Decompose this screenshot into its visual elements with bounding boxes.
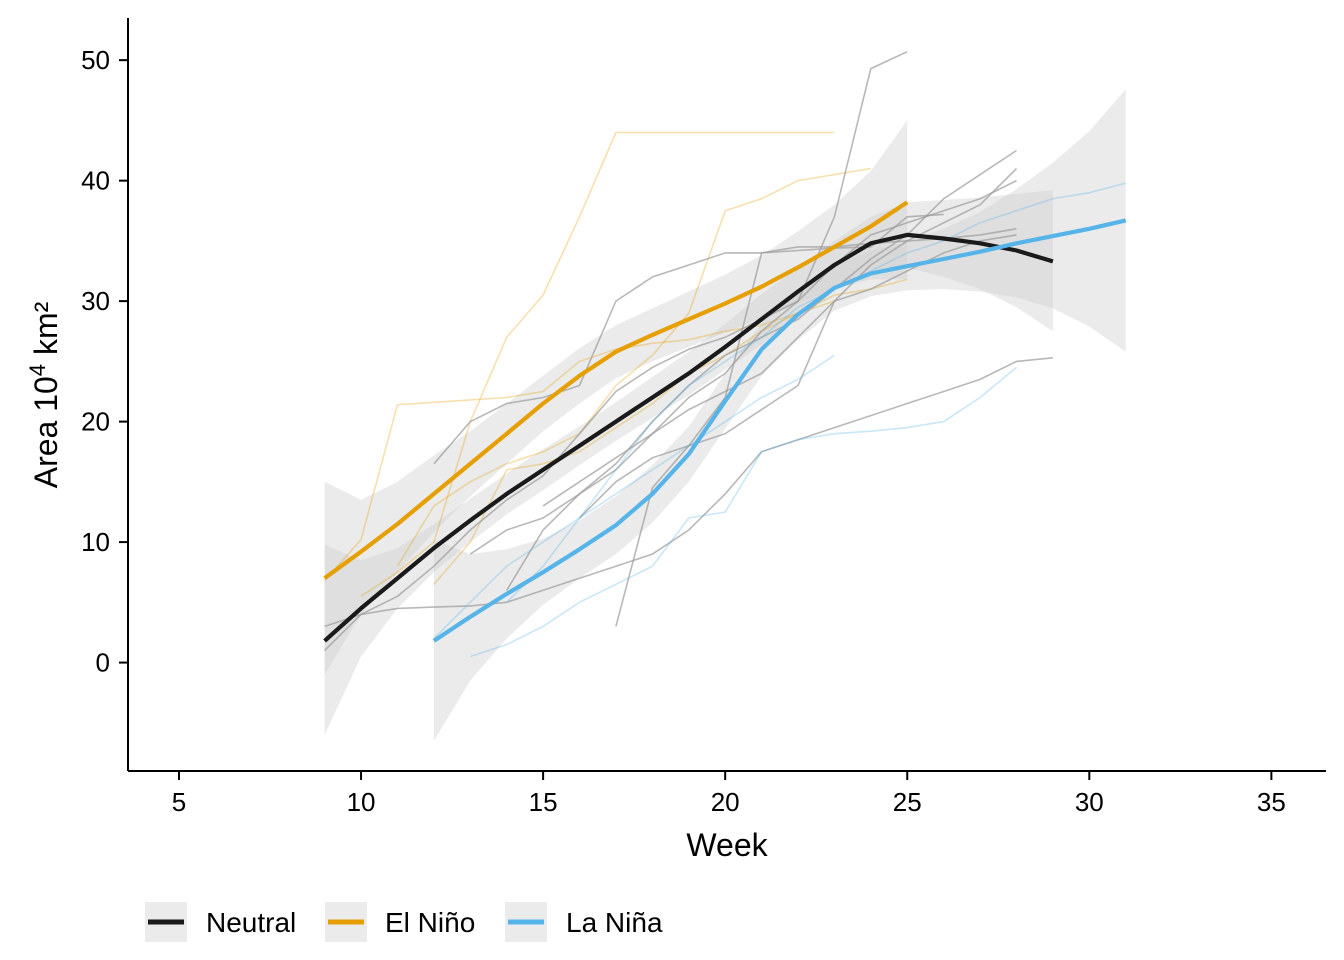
annual-traces <box>324 50 1126 658</box>
y-tick-label-30: 30 <box>81 286 110 316</box>
trace-neutral-8 <box>469 50 908 555</box>
ribbon-el-nino <box>324 120 908 675</box>
y-tick-label-10: 10 <box>81 527 110 557</box>
ribbon-la-nina <box>433 89 1126 741</box>
x-tick-label-10: 10 <box>347 787 376 817</box>
x-tick-label-30: 30 <box>1075 787 1104 817</box>
trace-neutral-7 <box>433 228 1017 465</box>
legend-label-neutral: Neutral <box>206 907 296 938</box>
legend-label-la-nina: La Niña <box>566 907 663 938</box>
y-axis-title-unit: km² <box>28 301 64 364</box>
axes <box>127 18 1326 772</box>
trace-el-nino-3 <box>396 167 871 567</box>
x-tick-label-25: 25 <box>893 787 922 817</box>
series-line-el-nino <box>323 200 909 580</box>
trace-la-nina-14 <box>506 182 1126 603</box>
legend: Neutral El Niño La Niña <box>145 902 663 942</box>
trace-el-nino-4 <box>433 278 908 585</box>
x-tick-label-35: 35 <box>1257 787 1286 817</box>
y-tick-label-0: 0 <box>96 648 110 678</box>
legend-label-el-nino: El Niño <box>385 907 475 938</box>
trace-neutral-6 <box>324 357 1053 628</box>
trace-neutral-12 <box>578 234 1017 519</box>
smoothed-lines <box>323 200 1127 643</box>
series-line-neutral <box>323 232 1054 643</box>
trace-el-nino-2 <box>360 131 835 597</box>
y-axis-title-base: Area 10 <box>28 376 64 488</box>
x-tick-label-15: 15 <box>529 787 558 817</box>
x-tick-label-5: 5 <box>172 787 186 817</box>
y-tick-label-40: 40 <box>81 166 110 196</box>
y-tick-label-20: 20 <box>81 407 110 437</box>
trace-neutral-11 <box>542 168 1018 507</box>
trace-neutral-10 <box>615 213 944 627</box>
x-tick-label-20: 20 <box>711 787 740 817</box>
y-ticks: 0 10 20 30 40 50 <box>81 45 128 678</box>
trace-la-nina-15 <box>433 354 835 640</box>
series-line-la-nina <box>432 218 1127 643</box>
y-axis-title: Area 104 km² <box>25 301 64 488</box>
y-tick-label-50: 50 <box>81 45 110 75</box>
y-axis-title-exponent: 4 <box>25 364 50 376</box>
trace-la-nina-13 <box>470 366 1018 658</box>
x-ticks: 5 10 15 20 25 30 35 <box>172 771 1286 817</box>
trace-neutral-5 <box>324 179 1017 652</box>
trace-neutral-9 <box>506 149 1017 591</box>
x-axis-title: Week <box>686 827 768 863</box>
